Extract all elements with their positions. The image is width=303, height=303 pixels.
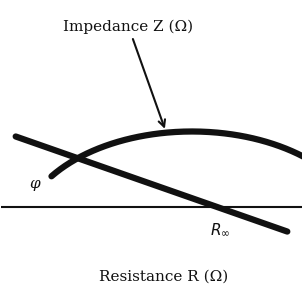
Text: φ: φ <box>29 177 40 191</box>
Text: Impedance Z (Ω): Impedance Z (Ω) <box>63 19 193 127</box>
Text: $R_{\infty}$: $R_{\infty}$ <box>211 221 231 238</box>
Text: Resistance R (Ω): Resistance R (Ω) <box>99 270 228 284</box>
